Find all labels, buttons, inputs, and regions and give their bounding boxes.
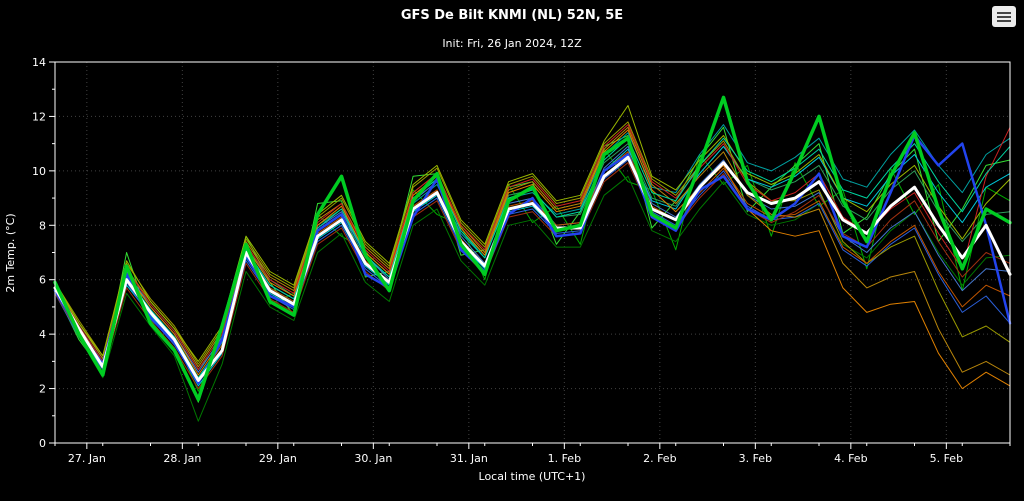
series-member-09 <box>54 121 1011 365</box>
y-tick-label: 0 <box>39 437 46 450</box>
x-tick-label: 3. Feb <box>739 452 772 465</box>
series-member-04 <box>54 143 1011 370</box>
y-tick-label: 4 <box>39 328 46 341</box>
x-tick-label: 30. Jan <box>354 452 392 465</box>
series-member-14 <box>54 162 1011 390</box>
hamburger-icon <box>997 19 1011 22</box>
series-member-07 <box>54 145 1011 373</box>
series-ensemble-mean <box>53 155 1012 382</box>
x-tick-label: 29. Jan <box>259 452 297 465</box>
x-tick-label: 28. Jan <box>163 452 201 465</box>
y-tick-label: 6 <box>39 274 46 287</box>
series-control-run <box>53 95 1012 402</box>
x-tick-label: 4. Feb <box>834 452 867 465</box>
x-axis-label: Local time (UTC+1) <box>479 470 586 483</box>
hamburger-icon <box>997 15 1011 18</box>
y-axis-label: 2m Temp. (°C) <box>4 213 17 292</box>
x-tick-label: 1. Feb <box>548 452 581 465</box>
y-tick-label: 14 <box>32 56 46 69</box>
series-member-06 <box>54 145 1011 387</box>
y-tick-label: 10 <box>32 165 46 178</box>
x-tick-label: 31. Jan <box>450 452 488 465</box>
series-member-11 <box>54 129 1011 390</box>
chart-menu-button[interactable] <box>992 6 1016 27</box>
chart-title: GFS De Bilt KNMI (NL) 52N, 5E <box>401 8 623 23</box>
chart-subtitle: Init: Fri, 26 Jan 2024, 12Z <box>442 37 582 50</box>
y-tick-label: 12 <box>32 110 46 123</box>
series-member-01 <box>54 148 1011 392</box>
y-tick-label: 8 <box>39 219 46 232</box>
x-tick-label: 2. Feb <box>643 452 676 465</box>
series-blue-run <box>53 134 1012 385</box>
series-member-15 <box>54 105 1011 362</box>
series-member-03 <box>54 175 1011 422</box>
series-lines <box>53 95 1012 422</box>
series-member-12 <box>54 151 1011 381</box>
x-tick-label: 27. Jan <box>68 452 106 465</box>
axes: 0 2 4 6 8 10 12 14 27. Jan 28. Jan 29. Jan 30. Jan 3… <box>32 56 1011 465</box>
y-tick-label: 2 <box>39 383 46 396</box>
series-member-10 <box>54 126 1011 376</box>
series-member-08 <box>54 159 1011 384</box>
x-tick-label: 5. Feb <box>930 452 963 465</box>
series-member-05 <box>54 124 1011 379</box>
hamburger-icon <box>997 11 1011 14</box>
